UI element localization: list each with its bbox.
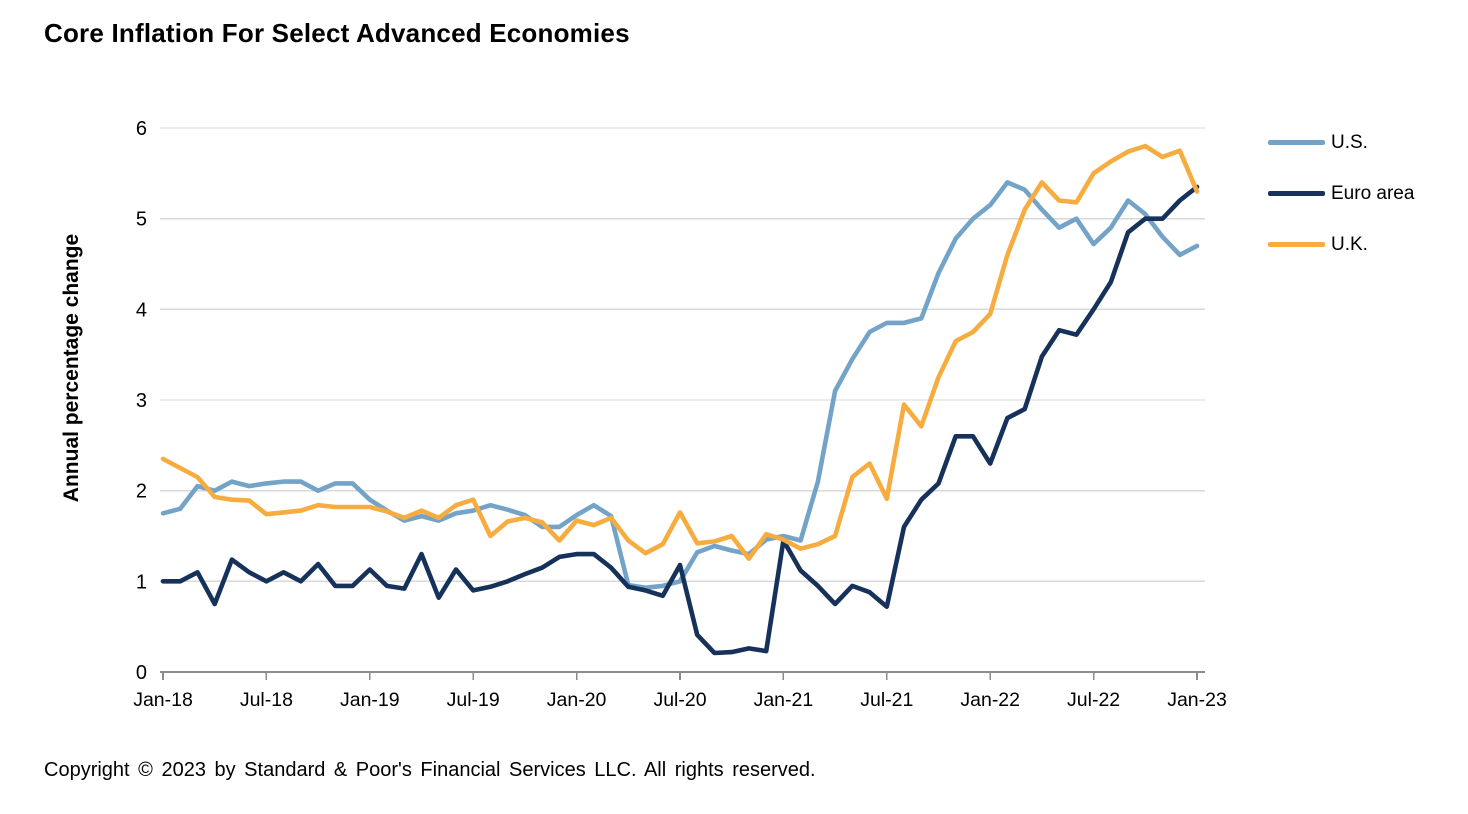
x-tick-label-Jul-18: Jul-18 xyxy=(240,689,293,711)
legend-label-uk: U.K. xyxy=(1331,233,1368,255)
x-tick-label-Jul-19: Jul-19 xyxy=(447,689,500,711)
us-line-swatch xyxy=(1268,140,1325,145)
x-tick-label-Jan-23: Jan-23 xyxy=(1167,689,1227,711)
y-tick-label-1: 1 xyxy=(136,571,147,593)
x-tick-label-Jul-21: Jul-21 xyxy=(860,689,913,711)
chart-title: Core Inflation For Select Advanced Econo… xyxy=(44,18,630,48)
y-tick-label-4: 4 xyxy=(136,299,147,321)
legend-label-euro-area: Euro area xyxy=(1331,182,1415,204)
y-tick-label-6: 6 xyxy=(136,118,147,140)
x-tick-label-Jan-22: Jan-22 xyxy=(960,689,1020,711)
x-tick-label-Jan-21: Jan-21 xyxy=(754,689,814,711)
x-tick-label-Jan-19: Jan-19 xyxy=(340,689,400,711)
legend-item-us: U.S. xyxy=(1268,117,1414,168)
copyright-note: Copyright © 2023 by Standard & Poor's Fi… xyxy=(44,759,816,781)
euro-area-line-swatch xyxy=(1268,191,1325,196)
chart-legend: U.S. Euro area U.K. xyxy=(1268,117,1414,270)
series-line-uk xyxy=(160,143,1200,562)
x-tick-label-Jul-22: Jul-22 xyxy=(1067,689,1120,711)
series-line-us xyxy=(160,180,1200,591)
y-tick-label-0: 0 xyxy=(136,662,147,684)
x-tick-label-Jan-18: Jan-18 xyxy=(133,689,193,711)
uk-line-swatch xyxy=(1268,242,1325,247)
y-tick-label-5: 5 xyxy=(136,209,147,231)
legend-label-us: U.S. xyxy=(1331,131,1368,153)
x-tick-label-Jul-20: Jul-20 xyxy=(653,689,706,711)
y-tick-label-3: 3 xyxy=(136,390,147,412)
legend-item-euro-area: Euro area xyxy=(1268,168,1414,219)
x-tick-label-Jan-20: Jan-20 xyxy=(547,689,607,711)
legend-item-uk: U.K. xyxy=(1268,219,1414,270)
series-line-euro-area xyxy=(160,184,1200,656)
y-tick-label-2: 2 xyxy=(136,481,147,503)
